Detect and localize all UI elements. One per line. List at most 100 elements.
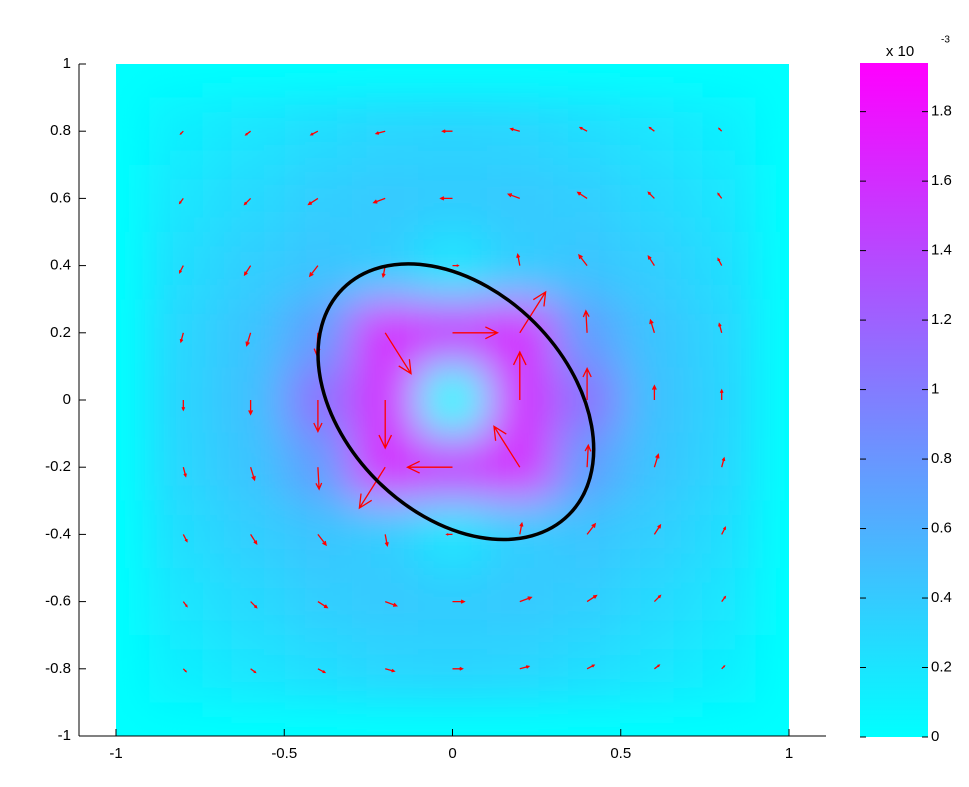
magnitude-cell [149,568,217,636]
vector-arrow [182,668,188,673]
vector-arrow [721,665,726,670]
vector-arrow [653,594,662,603]
magnitude-cell [216,500,285,568]
vector-arrow [719,388,724,400]
vector-arrow [178,198,184,205]
vector-arrow [509,127,520,132]
vector-arrow [519,665,531,670]
vector-arrow [576,191,588,199]
vector-arrow [721,526,726,535]
magnitude-cell [553,299,621,367]
vector-arrow [516,253,521,266]
x-tick-label: -0.5 [271,745,297,762]
vector-arrow [378,400,393,450]
y-tick-label: -1 [58,727,71,744]
y-tick-label: -0.6 [45,593,71,610]
vector-arrow [244,130,251,136]
magnitude-cell [620,500,689,568]
magnitude-cell [486,635,554,703]
vector-arrow [384,600,399,607]
vector-arrow [315,467,323,491]
colorbar-tick-label: 0.6 [931,520,952,537]
vector-arrow [374,130,386,135]
vector-arrow [243,197,252,206]
vector-arrow [493,425,521,468]
vector-arrow [717,257,723,266]
magnitude-cell [553,635,621,703]
ellipse-outline [316,262,596,542]
vector-arrow [654,664,661,670]
vector-arrow [313,400,323,433]
vector-arrow [647,255,655,266]
magnitude-cell [620,433,689,501]
vector-arrow [439,196,453,201]
vector-arrow [721,595,727,602]
x-tick-label: 0.5 [610,745,631,762]
magnitude-cell [149,433,217,501]
colorbar-tick-label: 0.4 [931,589,952,606]
vector-arrow [358,466,386,510]
vector-arrow [317,534,327,547]
y-tick-label: -0.4 [45,525,71,542]
vector-arrow [385,668,396,673]
colorbar-tick-label: 0 [931,728,939,745]
vector-arrow [452,599,466,604]
vector-arrow [250,534,258,545]
vector-arrow [452,326,499,340]
colorbar-tick-label: 0.8 [931,450,952,467]
vector-arrow [717,127,723,132]
vector-arrow [717,192,723,199]
x-tick-label: -1 [109,745,122,762]
colorbar-scale-exponent: -3 [941,35,950,46]
colorbar [860,63,928,737]
colorbar-tick-label: 1.2 [931,311,952,328]
vector-arrow [181,400,186,412]
vector-arrow [584,443,592,468]
y-tick-label: 0.8 [50,122,71,139]
vector-arrow [452,264,460,267]
vector-arrow [653,523,662,535]
vector-arrow [179,130,184,135]
vector-arrow [248,400,254,416]
magnitude-cell [216,568,285,636]
vector-arrow [317,668,327,674]
vector-arrow [182,601,188,608]
vector-arrow [307,197,319,206]
vector-arrow [519,596,533,603]
field-clip [149,97,756,703]
vector-arrow [718,322,723,333]
magnitude-map [149,97,756,703]
vector-arrow [317,601,329,609]
vector-arrow [445,533,453,536]
vector-arrow [384,332,412,375]
magnitude-cell [620,299,689,367]
vector-arrow [586,664,596,670]
colorbar-scale-base: x 10 [886,43,914,60]
y-tick-label: 0.4 [50,257,71,274]
vector-arrow [245,332,252,347]
vector-arrow [649,318,656,333]
magnitude-cell [418,366,487,434]
x-tick-label: 0 [448,745,456,762]
magnitude-cell [620,635,689,703]
vector-arrow [243,265,252,277]
colorbar-tick-label: 1.8 [931,103,952,120]
vector-arrow [250,601,258,609]
vector-arrow [179,265,184,274]
magnitude-cell [620,568,689,636]
vector-arrow [582,367,592,400]
vector-arrow [179,332,184,344]
y-tick-label: -0.2 [45,458,71,475]
vector-arrow [372,197,386,204]
vector-arrow [721,456,726,468]
colorbar-tick-label: 0.2 [931,658,952,675]
vector-arrow [519,290,547,334]
vector-arrow [512,350,527,400]
y-tick-label: 0 [63,391,71,408]
vector-arrow [651,384,657,400]
vector-arrow [586,594,598,603]
vector-arrow [406,460,453,474]
vector-arrow [648,126,655,132]
colorbar-tick-label: 1.6 [931,172,952,189]
